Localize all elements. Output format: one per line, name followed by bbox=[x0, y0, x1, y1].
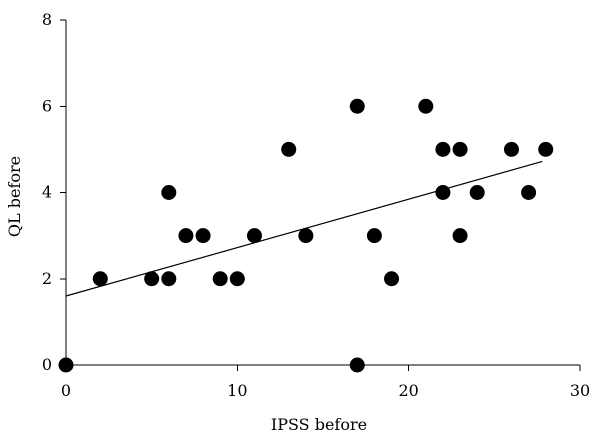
data-point bbox=[469, 185, 485, 200]
data-point bbox=[246, 228, 262, 244]
data-point bbox=[92, 271, 108, 287]
y-tick-label: 6 bbox=[42, 96, 52, 115]
data-point bbox=[521, 185, 537, 200]
data-point bbox=[195, 228, 211, 244]
data-point bbox=[58, 357, 74, 373]
data-point bbox=[538, 141, 554, 157]
data-point bbox=[435, 141, 451, 157]
data-point bbox=[452, 228, 468, 244]
data-point bbox=[298, 228, 314, 244]
points-layer bbox=[58, 98, 554, 373]
data-point bbox=[384, 271, 400, 287]
x-tick-label: 30 bbox=[570, 381, 590, 400]
data-point bbox=[212, 271, 228, 287]
data-point bbox=[349, 98, 365, 114]
data-point bbox=[178, 228, 194, 244]
y-axis: 0 2 4 6 8 bbox=[42, 10, 67, 374]
data-point bbox=[144, 271, 160, 287]
y-tick-label: 0 bbox=[42, 355, 52, 374]
data-point bbox=[281, 141, 297, 157]
data-point bbox=[366, 228, 382, 244]
data-point bbox=[161, 271, 177, 287]
data-point bbox=[418, 98, 434, 114]
x-tick-label: 20 bbox=[398, 381, 418, 400]
y-axis-title: QL before bbox=[5, 156, 24, 237]
x-axis: 0 10 20 30 bbox=[61, 364, 590, 400]
x-tick-label: 10 bbox=[227, 381, 247, 400]
x-tick-label: 0 bbox=[61, 381, 71, 400]
y-tick-label: 8 bbox=[42, 10, 52, 29]
x-axis-title: IPSS before bbox=[271, 415, 367, 434]
y-tick-label: 2 bbox=[42, 269, 52, 288]
data-point bbox=[229, 271, 245, 287]
y-tick-label: 4 bbox=[42, 183, 52, 202]
data-point bbox=[161, 185, 177, 200]
data-point bbox=[349, 357, 365, 373]
data-point bbox=[503, 141, 519, 157]
data-point bbox=[452, 141, 468, 157]
data-point bbox=[435, 185, 451, 200]
